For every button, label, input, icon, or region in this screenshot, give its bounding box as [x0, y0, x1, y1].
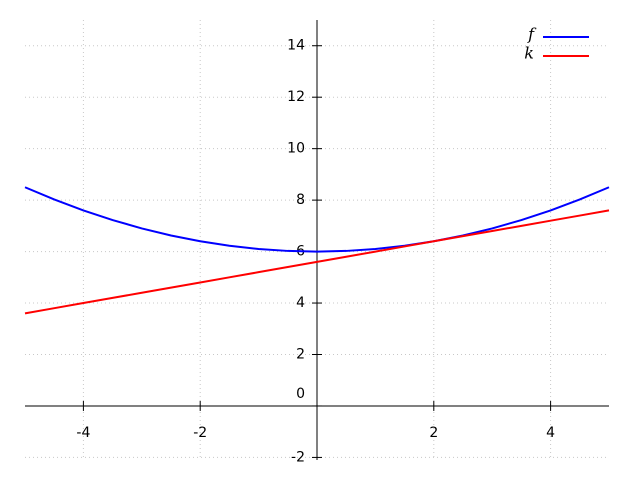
y-tick-label: 0 — [296, 386, 305, 402]
y-tick-label: 2 — [296, 347, 305, 363]
x-tick-label: -2 — [193, 425, 207, 441]
x-tick-label: 4 — [546, 425, 555, 441]
y-tick-label: 10 — [287, 141, 305, 157]
line-series — [24, 209, 610, 315]
y-tick-label: 4 — [296, 295, 305, 311]
y-tick-label: -2 — [291, 449, 305, 465]
y-tick-label: 14 — [287, 38, 305, 54]
y-tick-label: 12 — [287, 89, 305, 105]
legend-label: k — [524, 44, 534, 63]
x-tick-label: 2 — [429, 425, 438, 441]
x-tick-label: -4 — [76, 425, 90, 441]
line-series — [24, 186, 610, 253]
legend-label: f — [527, 25, 537, 44]
y-tick-label: 8 — [296, 192, 305, 208]
